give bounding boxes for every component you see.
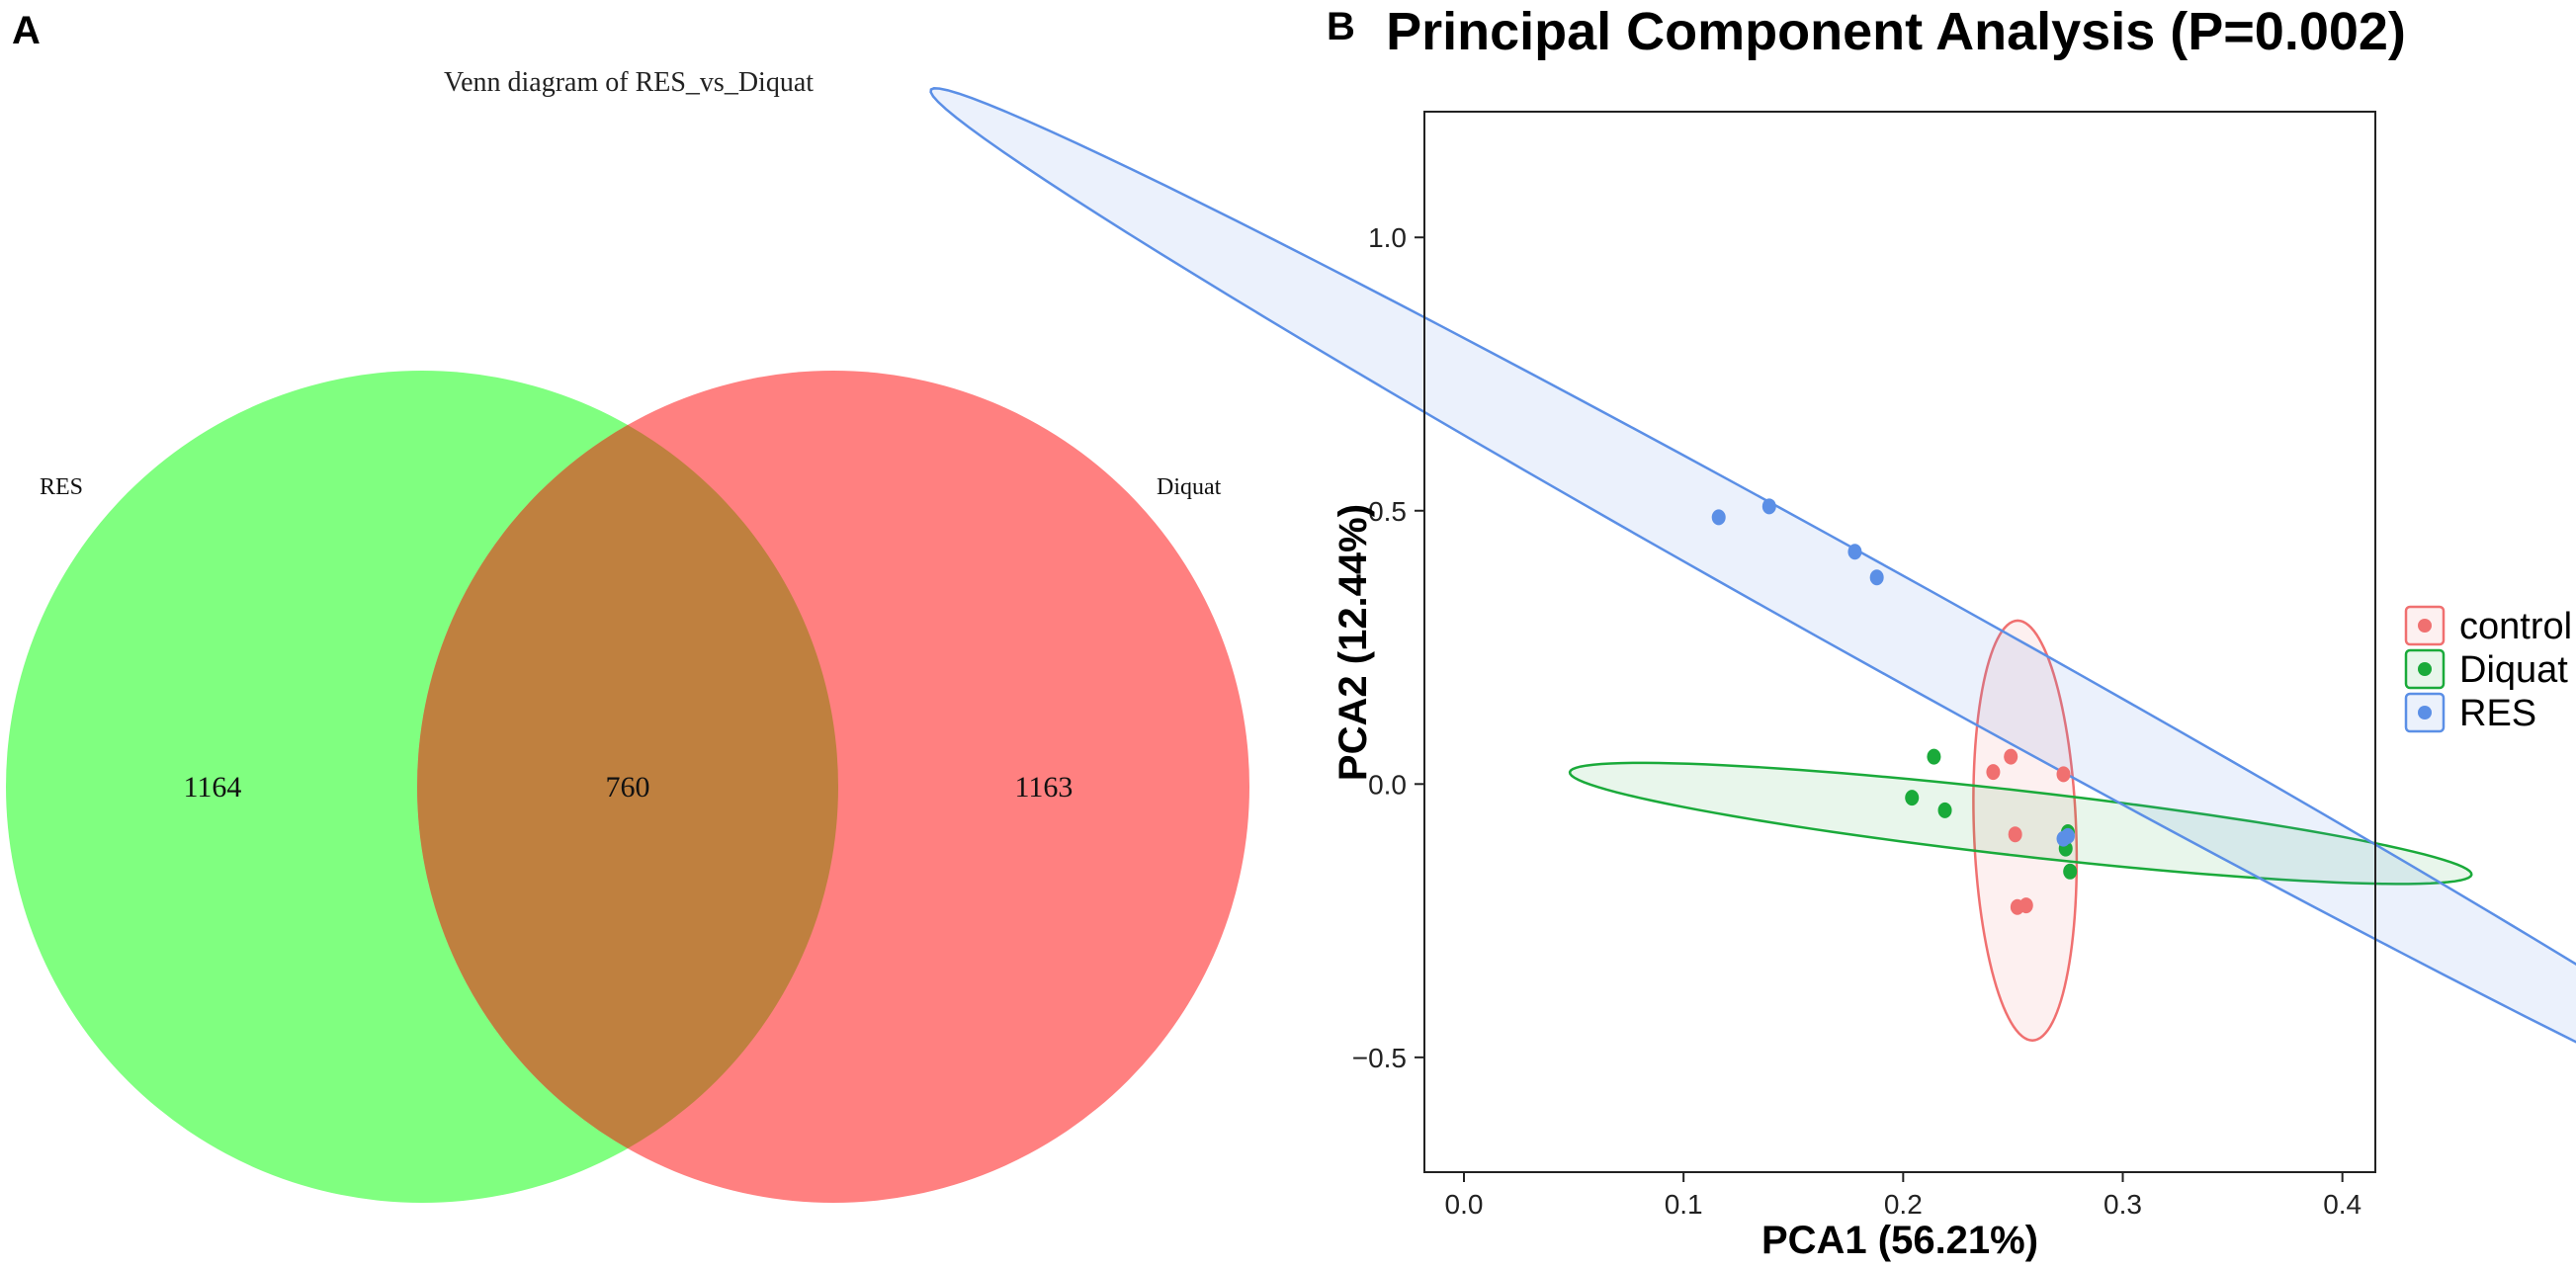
point-control <box>2018 897 2033 914</box>
point-res <box>2060 827 2075 844</box>
plot-frame <box>1423 111 2376 1173</box>
x-tick-label: 0.4 <box>2323 1189 2361 1220</box>
x-tick-label: 0.3 <box>2104 1189 2142 1220</box>
legend-label-control: control <box>2459 606 2572 647</box>
point-res <box>1711 509 1726 526</box>
ellipse-res <box>929 87 2576 1044</box>
point-res <box>1869 569 1884 586</box>
point-res <box>1761 498 1776 515</box>
point-diquat <box>1927 748 1941 765</box>
x-tick-label: 0.2 <box>1884 1189 1923 1220</box>
legend-label-diquat: Diquat <box>2459 649 2568 691</box>
venn-title: Venn diagram of RES_vs_Diquat <box>444 67 814 98</box>
point-res <box>1847 544 1862 560</box>
ellipse-diquat <box>1568 761 2473 886</box>
y-tick-label: 0.0 <box>1368 769 1407 800</box>
x-axis-label: PCA1 (56.21%) <box>1761 1219 2038 1262</box>
x-tick-label: 0.0 <box>1445 1189 1484 1220</box>
pca-points <box>1711 498 2078 915</box>
pca-title: Principal Component Analysis (P=0.002) <box>1386 2 2406 61</box>
point-control <box>2008 826 2022 843</box>
legend-marker-diquat <box>2418 662 2432 676</box>
point-diquat <box>1937 802 1952 818</box>
venn-count-res-only: 1164 <box>184 771 242 804</box>
legend-marker-control <box>2418 619 2432 633</box>
y-tick-label: −0.5 <box>1352 1043 1407 1073</box>
venn-label-diquat: Diquat <box>1157 474 1222 500</box>
y-tick-label: 0.5 <box>1368 496 1407 527</box>
y-axis-label: PCA2 (12.44%) <box>1331 504 1375 781</box>
point-control <box>2056 766 2071 783</box>
venn-count-diquat-only: 1163 <box>1015 771 1073 804</box>
panel-letter-b: B <box>1327 5 1355 48</box>
legend-marker-res <box>2418 706 2432 720</box>
legend-label-res: RES <box>2459 693 2536 734</box>
venn-label-res: RES <box>40 474 83 500</box>
pca-ellipses <box>929 87 2576 1044</box>
point-control <box>2004 748 2018 765</box>
point-diquat <box>2063 863 2078 880</box>
pca-panel: B Principal Component Analysis (P=0.002)… <box>929 2 2576 1262</box>
panel-letter-a: A <box>12 9 41 52</box>
pca-ticks: 0.0 0.1 0.2 0.3 0.4 −0.5 0.0 0.5 1.0 <box>1352 222 2361 1220</box>
point-control <box>1986 764 2001 781</box>
venn-panel: A Venn diagram of RES_vs_Diquat RES Diqu… <box>6 9 1249 1203</box>
venn-intersection <box>417 371 838 1203</box>
venn-count-intersection: 760 <box>606 771 650 804</box>
ellipse-control <box>1972 619 2079 1042</box>
y-tick-label: 1.0 <box>1368 222 1407 253</box>
x-tick-label: 0.1 <box>1665 1189 1703 1220</box>
point-diquat <box>1905 790 1920 806</box>
